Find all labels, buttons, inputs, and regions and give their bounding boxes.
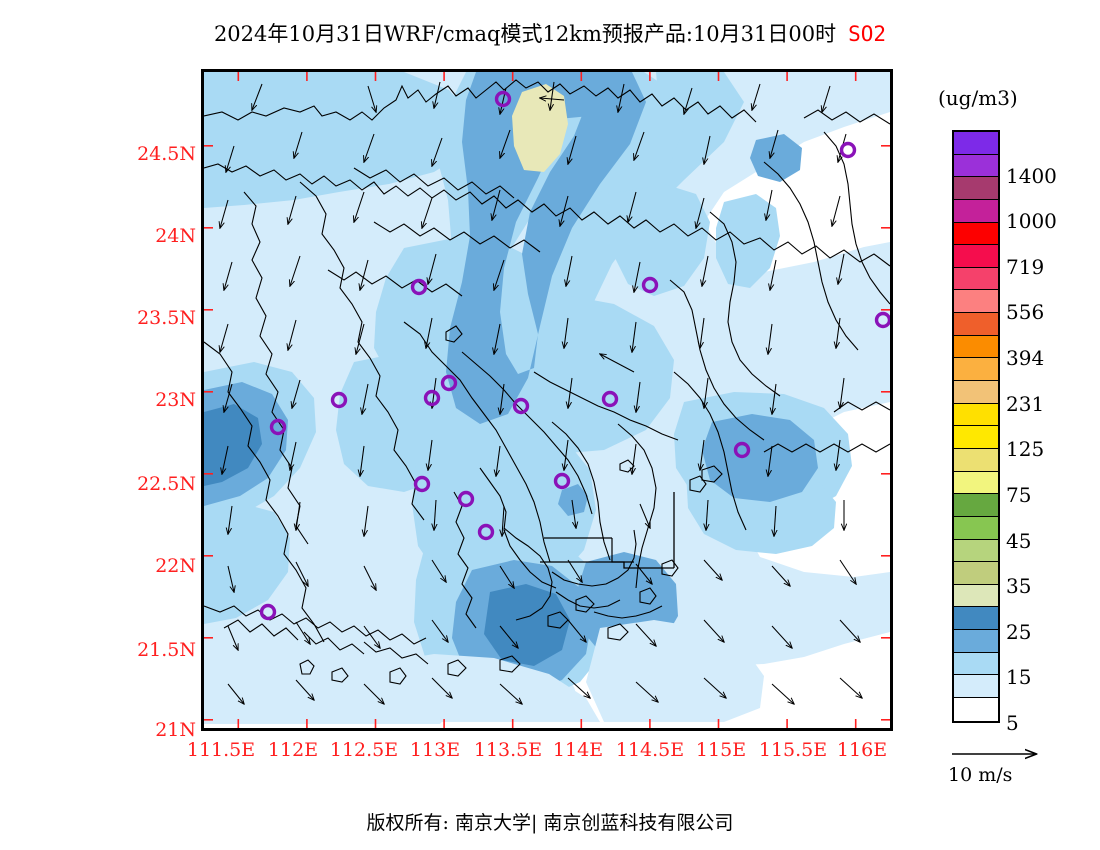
colorbar-band [954,403,998,427]
colorbar-band [954,471,998,495]
colorbar-tick-label: 231 [1006,391,1045,416]
axis-tick-layer [204,72,890,728]
y-tick-label: 22.5N [137,473,196,495]
y-tick-label: 24N [155,225,196,247]
title-species-label: SO2 [848,22,887,46]
colorbar-band [954,267,998,291]
station-marker [330,391,348,409]
station-marker [601,390,619,408]
colorbar-band [954,222,998,246]
colorbar-tick-label: 556 [1006,300,1045,325]
colorbar-band [954,698,998,721]
colorbar-band [954,539,998,563]
x-tick-label: 112.5E [329,739,399,761]
wind-scale-arrow-icon [952,744,1068,764]
station-marker [259,603,277,621]
x-tick-label: 115.5E [758,739,828,761]
colorbar-band [954,245,998,268]
forecast-map-plot[interactable] [201,69,893,731]
colorbar-band [954,652,998,676]
colorbar-band [954,630,998,653]
colorbar-band [954,516,998,540]
wind-vector-layer [220,81,862,704]
colorbar-tick-label: 1400 [1006,163,1057,188]
colorbar-band [954,426,998,449]
x-tick-label: 115E [695,739,747,761]
x-tick-label: 112E [267,739,319,761]
station-marker [874,311,890,329]
colorbar-band [954,448,998,472]
colorbar-band [954,313,998,336]
page-title: 2024年10月31日WRF/cmaq模式12km预报产品:10月31日00时 S… [0,18,1100,48]
administrative-boundary-layer [204,79,890,685]
colorbar-tick-label: 45 [1006,528,1032,553]
colorbar-units-label: (ug/m3) [938,86,1018,110]
colorbar-band [954,199,998,223]
y-tick-label: 22N [155,555,196,577]
y-axis-labels: 24.5N 24N 23.5N 23N 22.5N 22N 21.5N 21N [110,0,196,850]
x-tick-label: 116E [836,739,888,761]
colorbar[interactable] [952,130,1000,723]
station-marker [512,397,530,415]
colorbar-band [954,335,998,359]
x-tick-label: 111.5E [186,739,256,761]
colorbar-band [954,562,998,585]
colorbar-tick-label: 394 [1006,346,1045,371]
x-axis-labels: 111.5E 112E 112.5E 113E 113.5E 114E 114.… [0,739,1100,769]
y-tick-label: 23N [155,389,196,411]
x-tick-label: 113.5E [473,739,543,761]
colorbar-band [954,381,998,404]
colorbar-band [954,494,998,517]
colorbar-band [954,177,998,200]
y-tick-label: 21N [155,719,196,741]
station-marker [410,278,428,296]
colorbar-tick-label: 15 [1006,665,1032,690]
colorbar-tick-label: 35 [1006,574,1032,599]
x-tick-label: 114E [552,739,604,761]
colorbar-band [954,154,998,178]
title-main-text: 2024年10月31日WRF/cmaq模式12km预报产品:10月31日00时 [213,22,837,46]
station-marker [839,141,857,159]
wind-scale-label: 10 m/s [948,764,1013,786]
map-canvas [204,72,890,728]
station-marker [413,475,431,493]
station-marker [440,374,458,392]
colorbar-tick-label: 1000 [1006,209,1057,234]
colorbar-tick-label: 75 [1006,482,1032,507]
x-tick-label: 114.5E [615,739,685,761]
copyright-footer: 版权所有: 南京大学| 南京创蓝科技有限公司 [366,812,734,834]
station-marker [641,276,659,294]
colorbar-tick-label: 719 [1006,254,1045,279]
colorbar-band [954,290,998,314]
colorbar-tick-labels: 1400 1000 719 556 394 231 125 75 45 35 25 15 5 [1006,130,1100,735]
x-tick-label: 113E [409,739,461,761]
colorbar-band [954,607,998,631]
contour-fill-layer [204,72,890,728]
y-tick-label: 21.5N [137,639,196,661]
colorbar-tick-label: 25 [1006,619,1032,644]
colorbar-tick-label: 5 [1006,711,1019,735]
station-marker [494,90,512,108]
station-marker [733,441,751,459]
station-marker [457,490,475,508]
station-marker [423,389,441,407]
station-marker [553,472,571,490]
colorbar-tick-label: 125 [1006,437,1045,462]
station-marker [477,523,495,541]
colorbar-band [954,132,998,155]
station-marker-layer[interactable] [259,90,890,621]
wind-scale-legend: 10 m/s [948,744,1088,796]
colorbar-band [954,675,998,699]
station-marker [269,418,287,436]
y-tick-label: 23.5N [137,307,196,329]
colorbar-band [954,358,998,382]
y-tick-label: 24.5N [137,143,196,165]
colorbar-band [954,584,998,608]
